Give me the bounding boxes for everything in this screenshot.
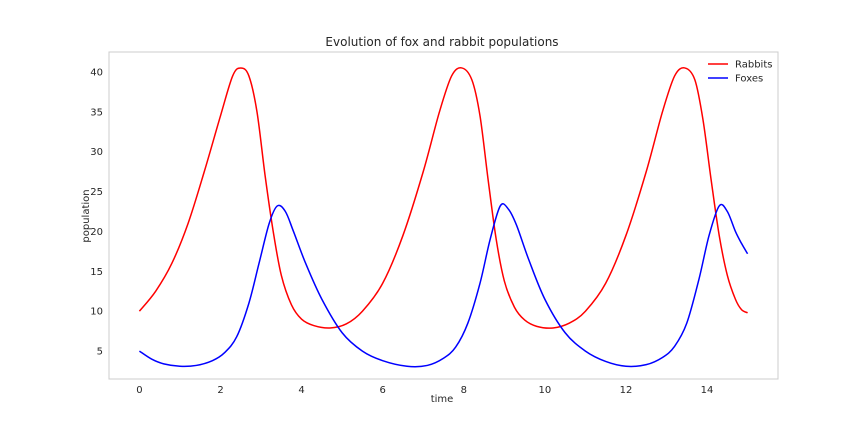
series-line-foxes — [138, 203, 749, 368]
x-tick-labels: 0 2 4 6 8 10 12 14 — [136, 385, 713, 396]
series-line-rabbits — [138, 67, 748, 329]
legend-label-rabbits: Rabbits — [735, 60, 772, 71]
y-tick-label: 40 — [90, 67, 103, 78]
x-tick-label: 10 — [538, 385, 551, 396]
y-tick-label: 15 — [90, 267, 103, 278]
x-tick-label: 4 — [298, 385, 304, 396]
y-tick-label: 35 — [90, 107, 103, 118]
plot-frame — [108, 51, 779, 380]
legend-label-foxes: Foxes — [735, 74, 763, 85]
y-tick-label: 20 — [90, 227, 103, 238]
y-tick-label: 5 — [97, 347, 103, 358]
y-tick-label: 30 — [90, 147, 103, 158]
y-tick-label: 10 — [90, 307, 103, 318]
legend: Rabbits Foxes — [708, 60, 772, 85]
y-tick-label: 25 — [90, 187, 103, 198]
x-tick-label: 2 — [217, 385, 223, 396]
plot-area: 0 2 4 6 8 10 12 14 5 10 15 20 25 30 35 40 — [90, 51, 779, 396]
series-layer — [138, 67, 749, 368]
chart-title: Evolution of fox and rabbit populations — [325, 35, 558, 49]
x-tick-label: 0 — [136, 385, 142, 396]
x-tick-label: 6 — [379, 385, 385, 396]
x-tick-label: 8 — [461, 385, 467, 396]
x-tick-label: 12 — [620, 385, 633, 396]
x-axis-label: time — [431, 394, 454, 405]
x-tick-label: 14 — [701, 385, 714, 396]
y-tick-labels: 5 10 15 20 25 30 35 40 — [90, 67, 103, 357]
y-axis-label: population — [81, 189, 92, 242]
